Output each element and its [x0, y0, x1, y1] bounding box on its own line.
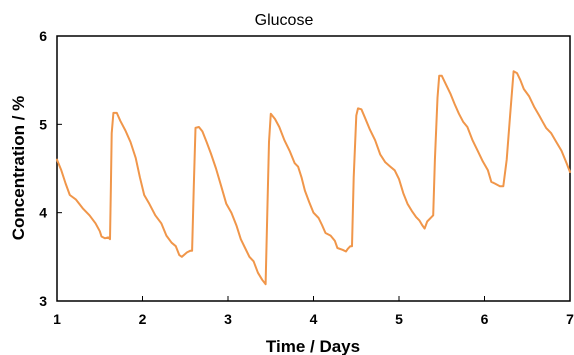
y-tick-label: 4 [39, 205, 47, 221]
plot-frame [56, 35, 571, 302]
x-tick-label: 2 [139, 311, 147, 327]
x-tick-label: 4 [310, 311, 318, 327]
x-axis-label: Time / Days [266, 337, 360, 355]
x-axis: 1 2 3 4 5 6 7 [53, 296, 574, 327]
glucose-series-line [56, 70, 571, 286]
x-tick-label: 5 [395, 311, 403, 327]
x-tick-label: 1 [53, 311, 61, 327]
x-tick-label: 7 [566, 311, 574, 327]
chart-title: Glucose [255, 12, 314, 29]
y-tick-label: 5 [39, 116, 47, 132]
y-tick-label: 3 [39, 293, 47, 309]
x-tick-label: 3 [224, 311, 232, 327]
y-axis: 3 4 5 6 [39, 28, 62, 309]
y-axis-label: Concentration / % [9, 96, 28, 241]
y-tick-label: 6 [39, 28, 47, 44]
x-tick-label: 6 [481, 311, 489, 327]
